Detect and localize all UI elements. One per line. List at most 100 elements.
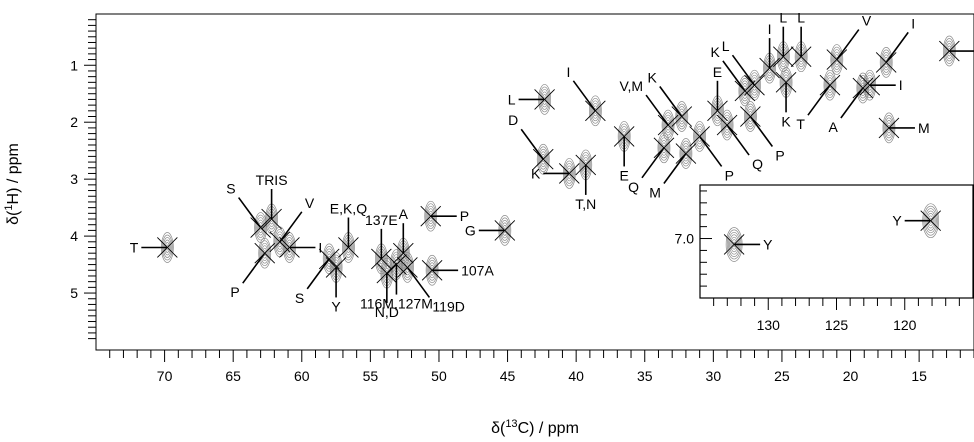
- contour-ring: [823, 69, 837, 101]
- peak-marker: N,D: [375, 262, 399, 320]
- contour-ring: [830, 44, 844, 75]
- contour-ring: [591, 100, 600, 122]
- peak-label: Y: [331, 298, 341, 314]
- peak-label: 137E: [365, 212, 398, 228]
- peak-marker: Y: [325, 257, 347, 314]
- x-axis: 70 65 60 55 50 45 40 35 30 25 20 15: [109, 350, 974, 384]
- peak-label: 119D: [432, 298, 464, 314]
- contour-ring: [592, 102, 599, 119]
- peak-label: L: [722, 38, 730, 54]
- peak-label: Q: [752, 156, 763, 172]
- peak-marker: K: [647, 70, 693, 127]
- contour-ring: [262, 247, 268, 259]
- peak-marker: Q: [628, 137, 675, 195]
- peak-label: I: [899, 77, 903, 93]
- contour-ring: [741, 83, 749, 99]
- contour-ring: [725, 122, 729, 128]
- peak-marker: I: [566, 64, 606, 122]
- inset-x-tick-label: 125: [825, 317, 849, 333]
- x-tick-label: 70: [157, 368, 173, 384]
- peak-leader-line: [645, 94, 669, 126]
- contour-ring: [695, 126, 704, 147]
- contour-ring: [880, 49, 892, 76]
- contour-ring: [831, 46, 843, 73]
- contour-ring: [406, 264, 409, 271]
- peak-cross-line: [254, 242, 276, 264]
- contour-ring: [276, 233, 284, 250]
- peak-marker: G: [465, 220, 516, 241]
- contour-ring: [856, 72, 870, 104]
- contour-ring: [883, 57, 889, 68]
- contour-ring: [540, 153, 546, 165]
- peak-marker: Y: [723, 234, 773, 255]
- y-tick-label: 3: [70, 171, 78, 187]
- contour-ring: [835, 56, 839, 63]
- contour-ring: [405, 262, 410, 273]
- contour-layer: [160, 35, 956, 289]
- contour-ring: [256, 217, 265, 238]
- contour-ring: [826, 77, 834, 94]
- peak-label: Y: [763, 236, 773, 252]
- x-tick-label: 45: [500, 368, 516, 384]
- y-tick-label: 2: [70, 114, 78, 130]
- contour-ring: [255, 214, 266, 241]
- contour-ring: [594, 107, 597, 114]
- contour-ring: [658, 134, 670, 161]
- peak-marker: L: [508, 89, 555, 110]
- contour-ring: [538, 148, 548, 170]
- peak-leader-line: [237, 197, 262, 229]
- peak-marker: Q: [716, 114, 763, 172]
- peak-marker: E: [613, 126, 635, 183]
- inset-peak-marker-layer: YY: [723, 210, 942, 255]
- peak-marker: P: [230, 242, 276, 300]
- peak-marker: D: [508, 112, 554, 170]
- contour-ring: [590, 97, 601, 124]
- peak-marker: I: [859, 74, 903, 96]
- peak-marker: E: [707, 64, 728, 122]
- contour-ring: [744, 101, 757, 132]
- contour-ring: [589, 95, 602, 127]
- contour-ring: [678, 108, 686, 125]
- peak-label: K: [781, 113, 791, 129]
- contour-ring: [683, 148, 689, 159]
- peak-label: T: [130, 239, 139, 255]
- peak-label: T: [796, 116, 805, 132]
- contour-ring: [684, 150, 688, 157]
- peak-label: K: [531, 165, 541, 181]
- y-tick-label: 4: [70, 228, 78, 244]
- contour-ring: [721, 112, 733, 138]
- peak-label: Y: [892, 213, 902, 229]
- peak-marker: M: [878, 117, 930, 139]
- contour-ring: [827, 79, 833, 91]
- peak-marker: A: [829, 77, 874, 135]
- contour-ring: [828, 82, 832, 89]
- x-tick-label: 20: [843, 368, 859, 384]
- contour-ring: [743, 88, 747, 94]
- contour-ring: [747, 108, 754, 125]
- peak-marker: I: [759, 21, 780, 79]
- contour-ring: [824, 72, 836, 99]
- peak-leader-line: [306, 258, 330, 290]
- contour-ring: [260, 242, 270, 264]
- contour-ring: [277, 236, 283, 248]
- peak-marker: V: [826, 13, 872, 70]
- contour-ring: [751, 77, 758, 94]
- peak-label: 116M,127M: [360, 296, 433, 312]
- inset-x-tick-label: 120: [893, 317, 917, 333]
- peak-label: I: [318, 239, 322, 255]
- contour-ring: [834, 54, 840, 65]
- peak-leader-line: [885, 31, 909, 63]
- peak-marker: I: [938, 40, 974, 62]
- peak-label: L: [779, 10, 787, 26]
- y-axis-label: δ(1H) / ppm: [3, 143, 22, 225]
- contour-ring: [749, 72, 760, 99]
- peak-label: E: [620, 167, 629, 183]
- contour-ring: [662, 144, 666, 151]
- contour-ring: [881, 52, 891, 73]
- peak-marker: K: [775, 72, 797, 129]
- inset-y-tick-label: 7.0: [675, 231, 695, 247]
- peak-marker: I: [875, 15, 915, 73]
- peak-marker: TRIS: [256, 172, 288, 230]
- peak-marker: 137E: [365, 212, 398, 270]
